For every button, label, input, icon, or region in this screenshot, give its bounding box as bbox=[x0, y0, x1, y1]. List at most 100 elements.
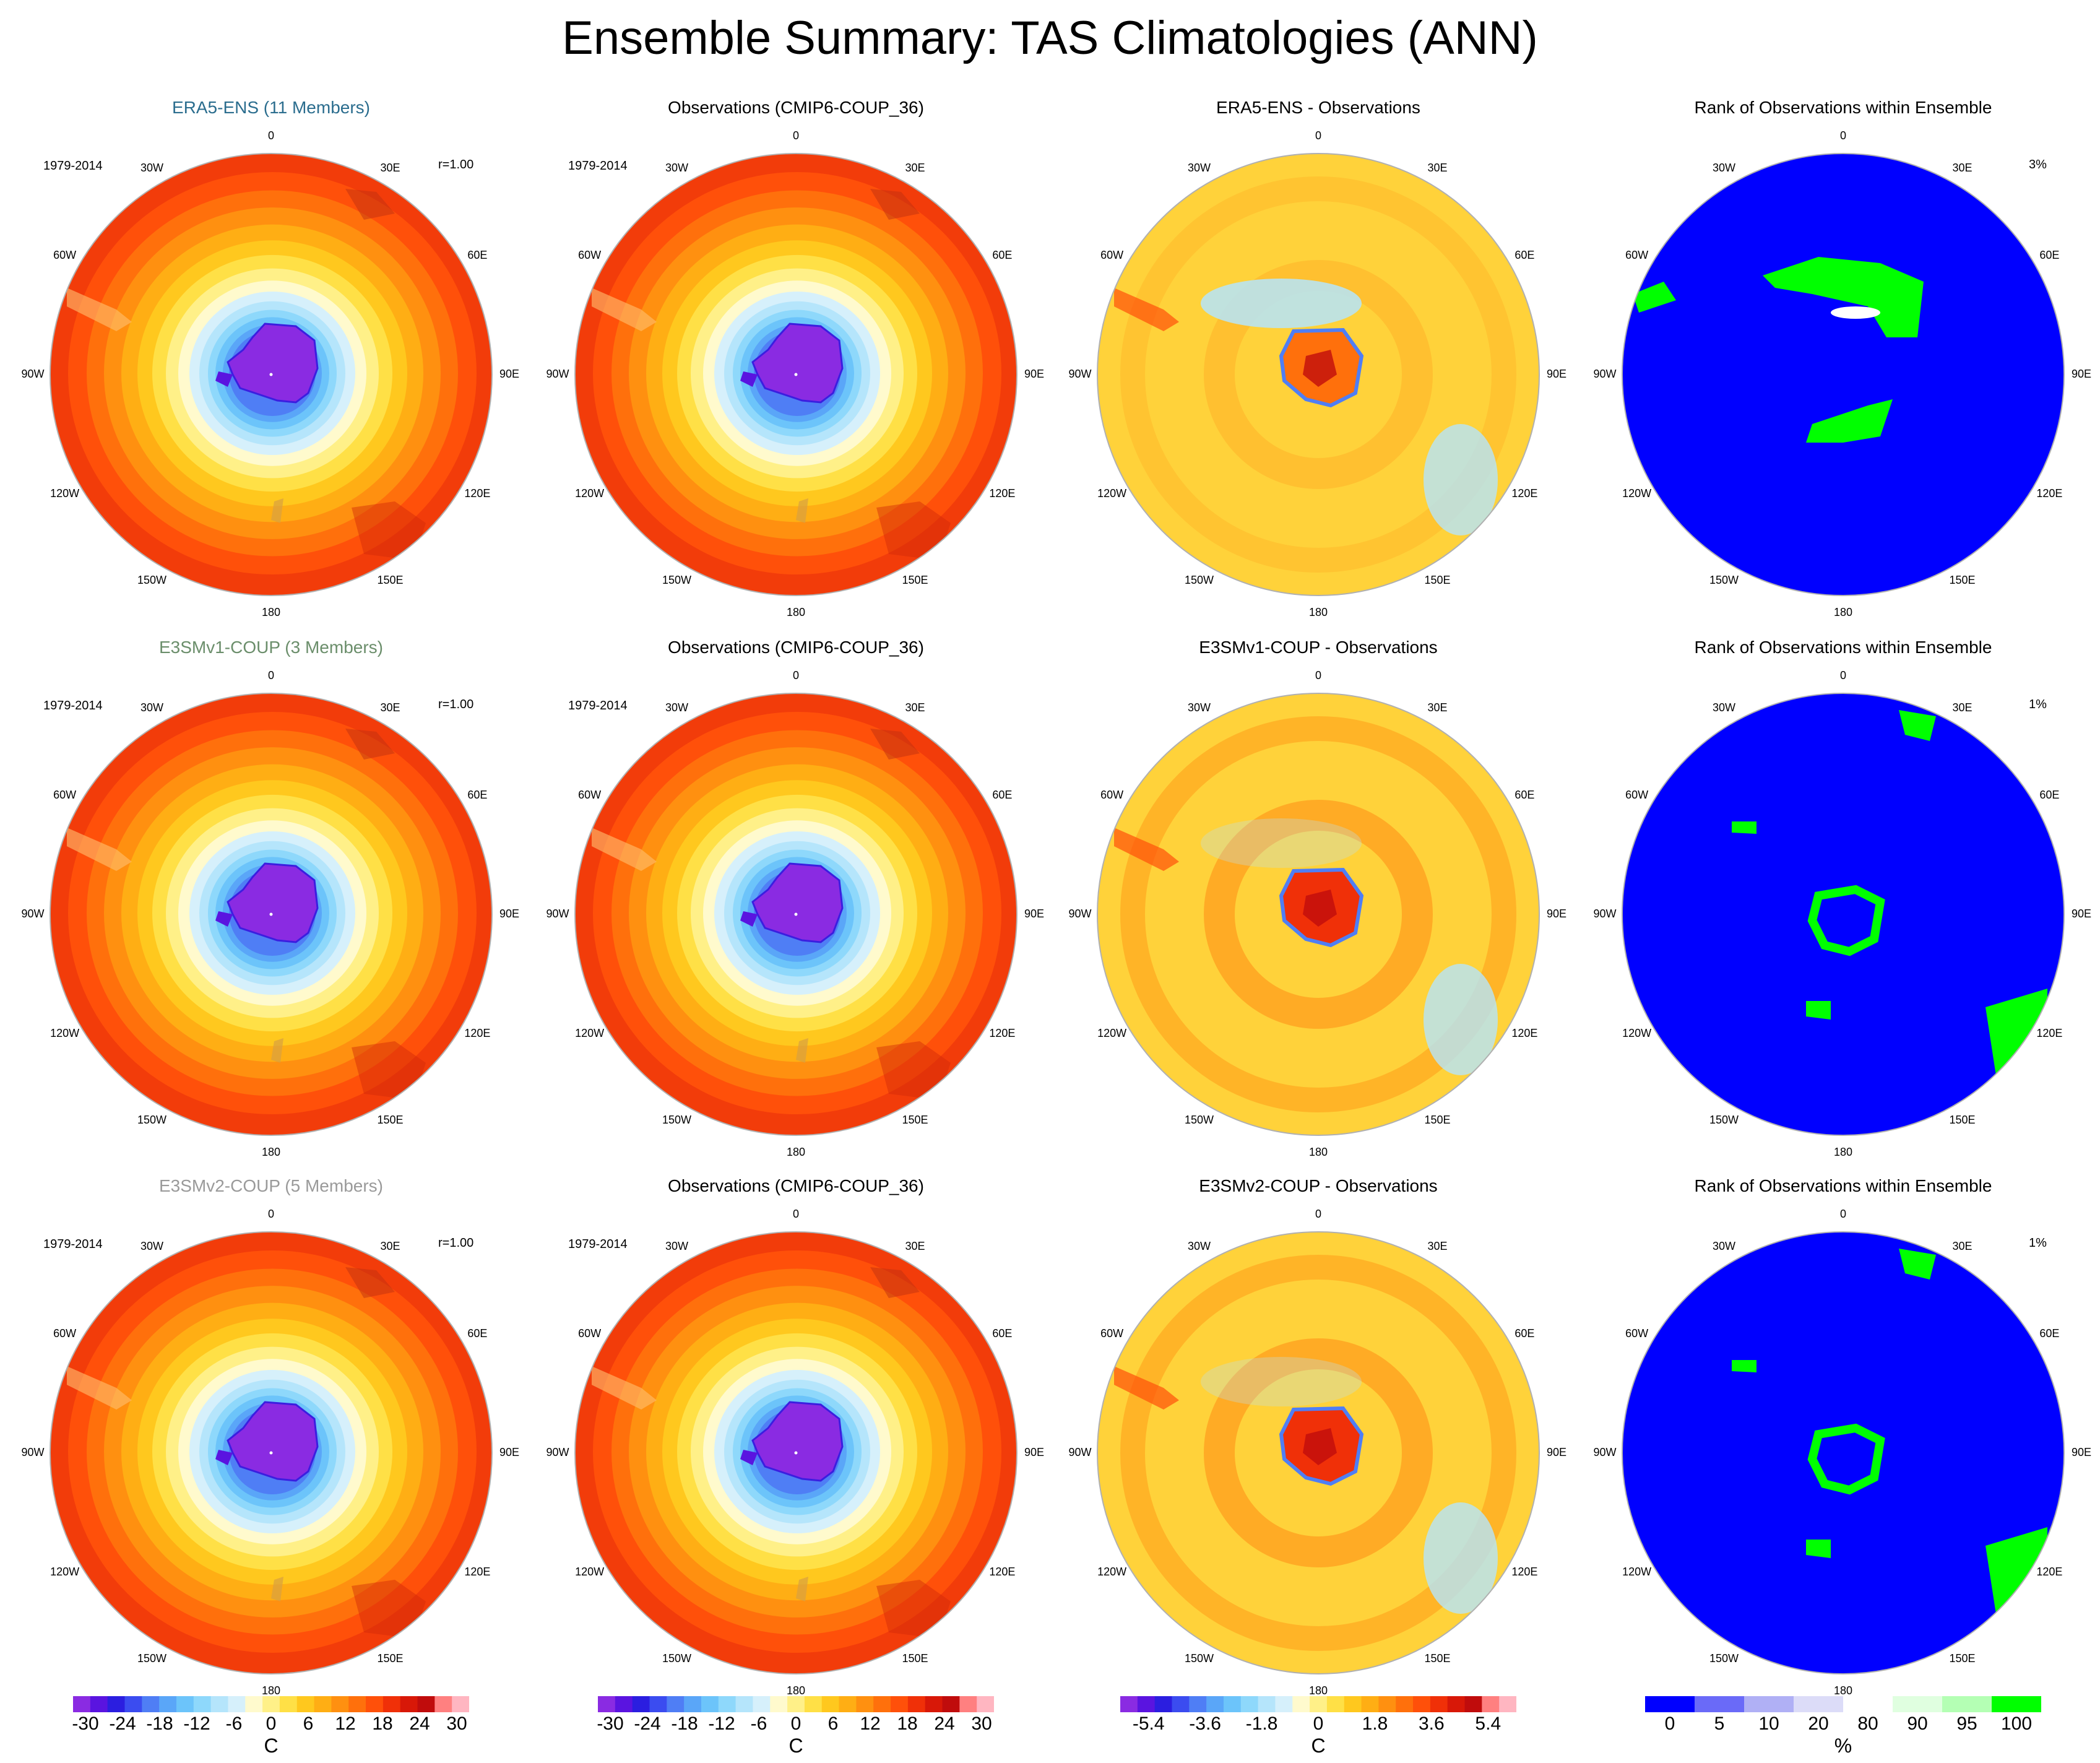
colorbar-swatch bbox=[400, 1696, 418, 1712]
polar-map-diff bbox=[1097, 1231, 1540, 1674]
colorbar-swatch bbox=[804, 1696, 823, 1712]
longitude-label: 30E bbox=[380, 701, 400, 714]
correlation-label: r=1.00 bbox=[438, 1236, 474, 1250]
longitude-label: 120E bbox=[2036, 1565, 2063, 1578]
colorbar-tick-label: 24 bbox=[409, 1713, 430, 1734]
colorbar-swatch bbox=[1310, 1696, 1328, 1712]
period-label: 1979-2014 bbox=[43, 699, 103, 713]
colorbar-swatch bbox=[907, 1696, 926, 1712]
colorbar-swatch bbox=[210, 1696, 228, 1712]
longitude-label: 90W bbox=[1593, 368, 1617, 380]
colorbar-swatch bbox=[684, 1696, 702, 1712]
longitude-label: 60W bbox=[53, 788, 77, 801]
longitude-label: 120E bbox=[2036, 1026, 2063, 1039]
colorbar-swatch bbox=[142, 1696, 160, 1712]
colorbar-tick-label: 24 bbox=[934, 1713, 955, 1734]
longitude-label: 60W bbox=[1625, 788, 1649, 801]
panel-title-diff: E3SMv2-COUP - Observations bbox=[1199, 1176, 1438, 1195]
panel-title-rank: Rank of Observations within Ensemble bbox=[1694, 98, 1992, 117]
panel-title-rank: Rank of Observations within Ensemble bbox=[1694, 638, 1992, 657]
longitude-label: 90W bbox=[546, 907, 569, 920]
longitude-label: 60E bbox=[467, 788, 488, 801]
colorbar-tick-label: 10 bbox=[1758, 1713, 1779, 1734]
colorbar-swatch bbox=[366, 1696, 384, 1712]
colorbar-swatch bbox=[873, 1696, 891, 1712]
longitude-label: 120W bbox=[1097, 1026, 1127, 1039]
polar-map-rank bbox=[1622, 1231, 2065, 1674]
longitude-label: 120W bbox=[575, 487, 605, 500]
longitude-label: 60E bbox=[2039, 788, 2060, 801]
colorbar-swatch bbox=[1137, 1696, 1156, 1712]
colorbar-swatch bbox=[1430, 1696, 1448, 1712]
colorbar-swatch bbox=[1206, 1696, 1224, 1712]
colorbar-swatch bbox=[159, 1696, 177, 1712]
longitude-label: 0 bbox=[792, 669, 799, 682]
longitude-label: 150W bbox=[137, 1114, 167, 1127]
longitude-label: 150E bbox=[902, 574, 928, 587]
colorbar-swatch bbox=[1292, 1696, 1310, 1712]
colorbar-swatch bbox=[1223, 1696, 1242, 1712]
colorbar bbox=[1645, 1696, 2041, 1712]
colorbar-tick-label: -6 bbox=[225, 1713, 243, 1734]
colorbar-tick-label: -5.4 bbox=[1132, 1713, 1165, 1734]
colorbar-swatch bbox=[1744, 1696, 1794, 1712]
colorbar-swatch bbox=[193, 1696, 212, 1712]
colorbar-swatch bbox=[632, 1696, 650, 1712]
longitude-label: 90E bbox=[1024, 1446, 1045, 1458]
colorbar-swatch bbox=[1447, 1696, 1466, 1712]
longitude-label: 60E bbox=[2039, 1327, 2060, 1340]
longitude-label: 150W bbox=[1184, 1114, 1214, 1127]
colorbar-swatch bbox=[1378, 1696, 1396, 1712]
longitude-label: 120W bbox=[1622, 1026, 1652, 1039]
colorbar-tick-label: 1.8 bbox=[1362, 1713, 1388, 1734]
colorbar-tick-label: 0 bbox=[1313, 1713, 1324, 1734]
longitude-label: 120W bbox=[575, 1026, 605, 1039]
longitude-label: 150W bbox=[1184, 1652, 1214, 1665]
polar-map-diff bbox=[1097, 693, 1540, 1136]
colorbar-tick-label: 30 bbox=[446, 1713, 467, 1734]
colorbar-swatch bbox=[1361, 1696, 1379, 1712]
longitude-label: 180 bbox=[261, 1146, 281, 1158]
longitude-label: 180 bbox=[1308, 606, 1328, 618]
longitude-label: 90W bbox=[1593, 1446, 1617, 1458]
longitude-label: 60E bbox=[1515, 248, 1535, 261]
longitude-label: 180 bbox=[786, 606, 806, 618]
longitude-label: 60E bbox=[992, 1327, 1013, 1340]
colorbar bbox=[1120, 1696, 1516, 1712]
longitude-label: 180 bbox=[1308, 1146, 1328, 1158]
longitude-label: 30W bbox=[665, 1239, 688, 1252]
longitude-label: 90W bbox=[1068, 907, 1092, 920]
longitude-label: 90E bbox=[1546, 907, 1567, 920]
colorbar-swatch bbox=[1499, 1696, 1516, 1712]
colorbar-swatch bbox=[1275, 1696, 1293, 1712]
colorbar-swatch bbox=[296, 1696, 315, 1712]
colorbar-swatch bbox=[667, 1696, 685, 1712]
longitude-label: 0 bbox=[1315, 1208, 1321, 1220]
colorbar-swatch bbox=[1942, 1696, 1992, 1712]
longitude-label: 0 bbox=[1839, 129, 1846, 142]
colorbar-swatch bbox=[452, 1696, 469, 1712]
longitude-label: 90W bbox=[21, 1446, 45, 1458]
colorbar-swatch bbox=[959, 1696, 977, 1712]
colorbar-tick-label: 3.6 bbox=[1418, 1713, 1445, 1734]
colorbar-tick-label: 100 bbox=[2000, 1713, 2033, 1734]
panel-title-diff: E3SMv1-COUP - Observations bbox=[1199, 638, 1438, 657]
longitude-label: 30E bbox=[380, 1239, 400, 1252]
longitude-label: 90W bbox=[1068, 368, 1092, 380]
longitude-label: 120W bbox=[1097, 487, 1127, 500]
colorbar-swatch bbox=[942, 1696, 960, 1712]
colorbar-swatch bbox=[1482, 1696, 1500, 1712]
colorbar-swatch bbox=[649, 1696, 667, 1712]
longitude-label: 30E bbox=[905, 701, 925, 714]
colorbar-tick-label: -3.6 bbox=[1189, 1713, 1221, 1734]
colorbar-swatch bbox=[821, 1696, 840, 1712]
colorbar-tick-label: 0 bbox=[266, 1713, 277, 1734]
longitude-label: 30E bbox=[905, 161, 925, 174]
colorbar-swatch bbox=[977, 1696, 994, 1712]
rank-percent-label: 3% bbox=[2029, 158, 2047, 171]
longitude-label: 150W bbox=[662, 1114, 692, 1127]
longitude-label: 60W bbox=[578, 248, 602, 261]
colorbar-swatch bbox=[1240, 1696, 1259, 1712]
panel-title-model: ERA5-ENS (11 Members) bbox=[171, 98, 370, 117]
longitude-label: 90E bbox=[499, 907, 520, 920]
